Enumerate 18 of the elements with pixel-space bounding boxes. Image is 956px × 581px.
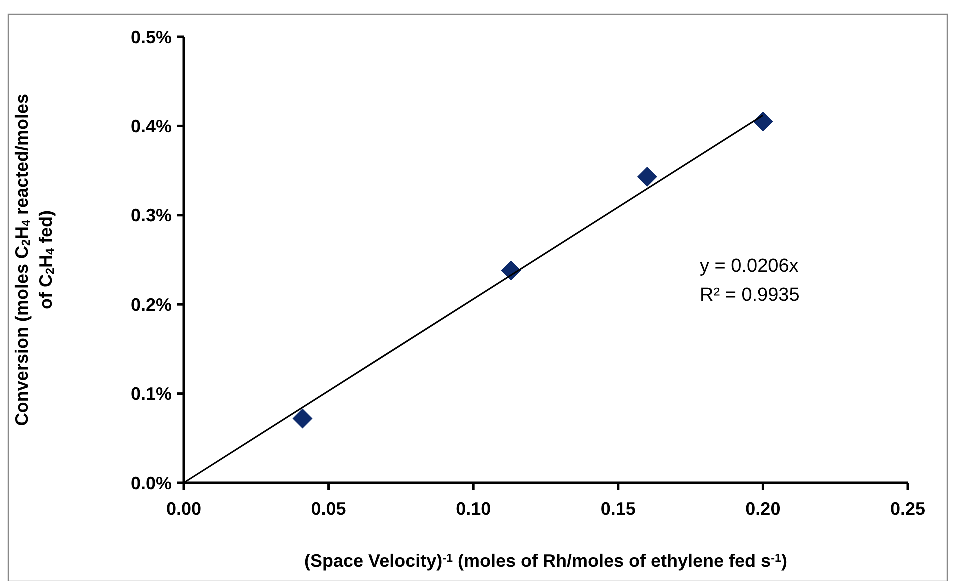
y-tick-label: 0.2%: [130, 294, 172, 315]
x-tick-label: 0.10: [456, 499, 492, 519]
y-tick-label: 0.0%: [130, 473, 172, 494]
y-tick-label: 0.1%: [130, 384, 172, 404]
x-tick-label: 0.05: [311, 499, 346, 519]
y-tick-label: 0.4%: [130, 116, 172, 136]
x-tick-label: 0.25: [890, 499, 926, 519]
point: [753, 112, 774, 132]
x-tick-label: 0.00: [166, 499, 202, 519]
annotation: y = 0.0206x: [700, 256, 800, 277]
x-axis-title: (Space Velocity)$^{-1}$ (moles of Rh/moles of ethylene fed s$^{-1}$): [304, 551, 788, 571]
annotation: R² = 0.9935: [700, 285, 800, 306]
point: [637, 167, 658, 188]
x-tick-label: 0.20: [746, 499, 781, 519]
y-tick-label: 0.5%: [130, 27, 172, 48]
x-tick-label: 0.15: [600, 499, 636, 519]
point: [292, 408, 313, 429]
y-tick-label: 0.3%: [130, 206, 172, 226]
